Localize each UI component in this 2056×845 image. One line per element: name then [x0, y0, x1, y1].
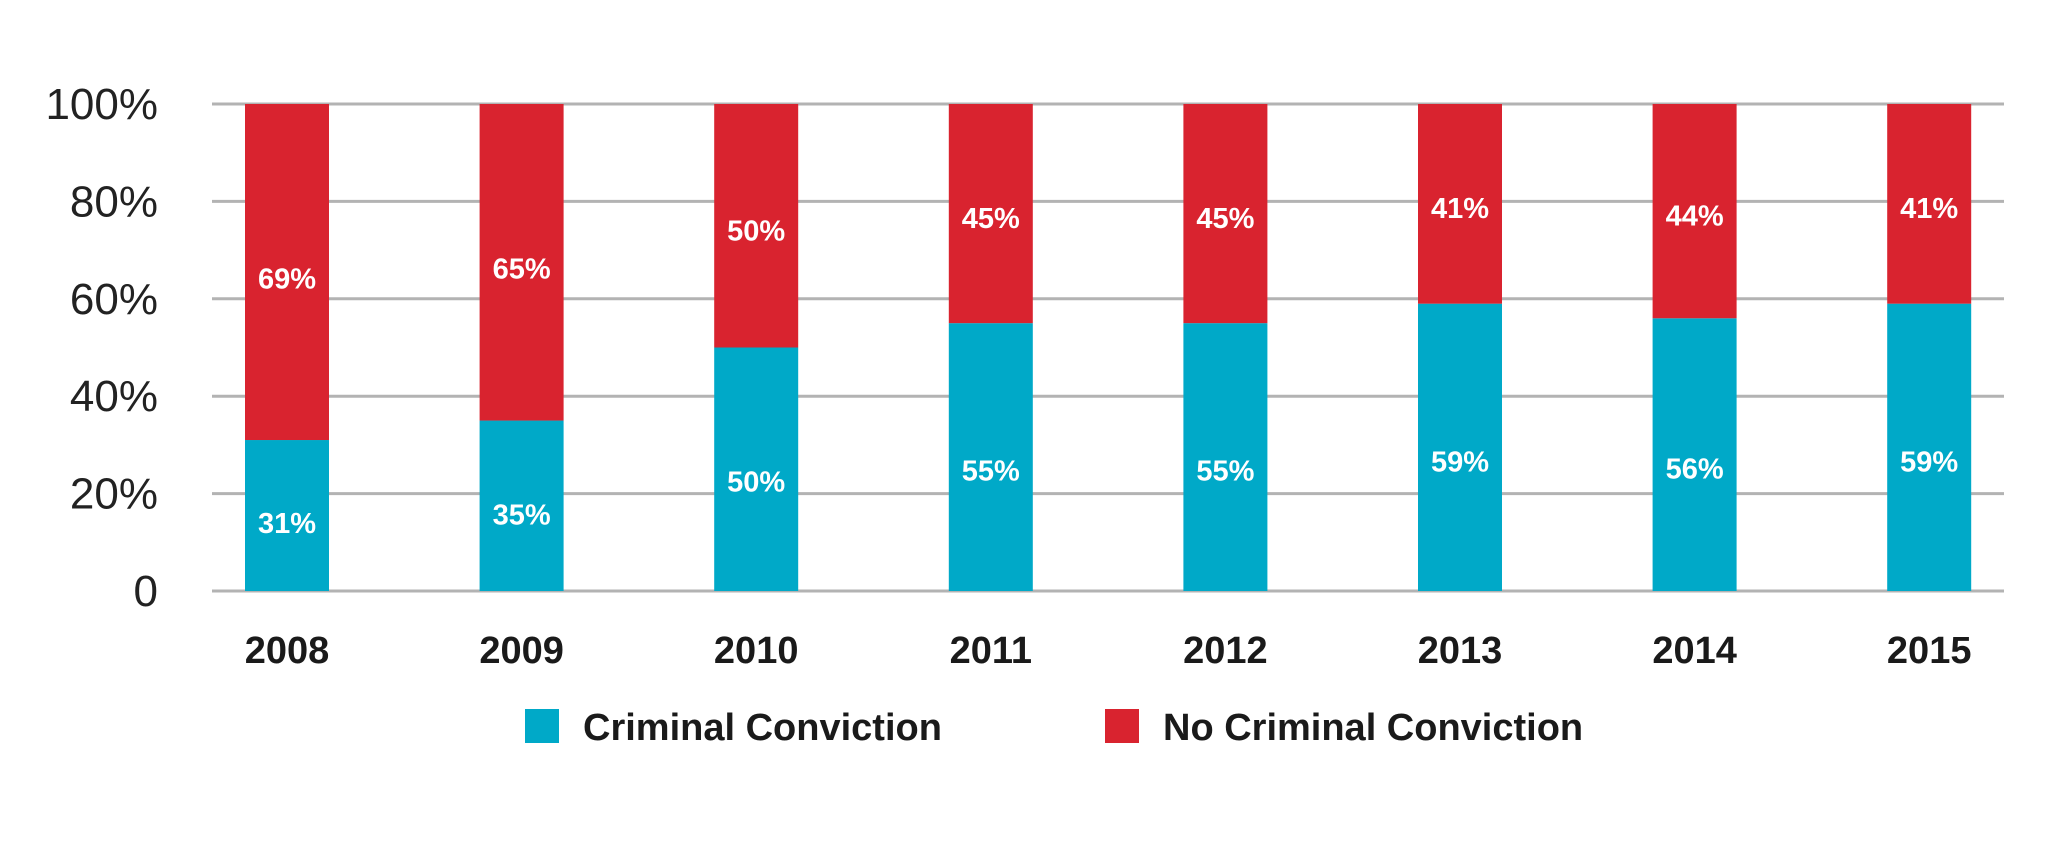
- bar-segment-criminal-conviction: [479, 420, 564, 591]
- y-tick-label: 80%: [70, 177, 158, 226]
- y-tick-label: 20%: [70, 470, 158, 519]
- y-tick-label: 100%: [45, 80, 158, 129]
- y-tick-label: 60%: [70, 275, 158, 324]
- x-axis-ticks: 2008 2009 2010 2011 2012 2013 2014 2015: [245, 630, 1972, 672]
- y-axis-ticks: 0 20% 40% 60% 80% 100%: [45, 80, 158, 616]
- data-label: 45%: [962, 203, 1020, 235]
- x-tick-label: 2015: [1887, 630, 1972, 672]
- bar-segment-criminal-conviction: [714, 347, 799, 591]
- data-label: 50%: [727, 466, 785, 498]
- data-label: 45%: [1196, 203, 1254, 235]
- bar-segment-criminal-conviction: [1418, 303, 1502, 591]
- bar-segment-criminal-conviction: [245, 440, 329, 591]
- bar-segment-no-criminal-conviction: [1183, 104, 1268, 324]
- data-label: 65%: [493, 254, 551, 286]
- data-label: 69%: [258, 264, 316, 296]
- data-label: 41%: [1431, 193, 1489, 225]
- x-tick-label: 2011: [950, 630, 1032, 672]
- x-tick-label: 2008: [245, 630, 330, 672]
- data-label: 59%: [1900, 447, 1958, 479]
- x-tick-label: 2012: [1183, 630, 1268, 672]
- bar-segment-no-criminal-conviction: [479, 104, 564, 421]
- legend-swatch: [525, 709, 559, 743]
- bar-segment-no-criminal-conviction: [948, 104, 1033, 324]
- bar-segment-no-criminal-conviction: [245, 104, 329, 441]
- legend: Criminal Conviction No Criminal Convictio…: [525, 707, 1583, 749]
- legend-label: No Criminal Conviction: [1163, 707, 1583, 749]
- data-label: 59%: [1431, 447, 1489, 479]
- data-label: 35%: [493, 499, 551, 531]
- x-tick-label: 2010: [714, 630, 799, 672]
- bar-segment-criminal-conviction: [1183, 323, 1268, 591]
- data-label: 55%: [962, 455, 1020, 487]
- x-tick-label: 2014: [1652, 630, 1737, 672]
- bar-segment-criminal-conviction: [1652, 318, 1737, 591]
- legend-label: Criminal Conviction: [583, 707, 942, 749]
- data-label: 41%: [1900, 193, 1958, 225]
- data-label: 44%: [1666, 200, 1724, 232]
- y-tick-label: 40%: [70, 372, 158, 421]
- data-label: 31%: [258, 508, 316, 540]
- bar-segment-no-criminal-conviction: [1652, 104, 1737, 319]
- bar-segment-no-criminal-conviction: [714, 104, 799, 348]
- x-tick-label: 2009: [479, 630, 564, 672]
- bars: 31% 69% 35% 65% 50% 50% 55% 45% 55% 45% 59% 41% 56% 4…: [245, 104, 1972, 591]
- bar-segment-criminal-conviction: [1887, 303, 1972, 591]
- bar-segment-no-criminal-conviction: [1887, 104, 1972, 304]
- x-tick-label: 2013: [1418, 630, 1503, 672]
- data-label: 50%: [727, 216, 785, 248]
- data-label: 56%: [1666, 453, 1724, 485]
- bar-segment-criminal-conviction: [948, 323, 1033, 591]
- bar-segment-no-criminal-conviction: [1418, 104, 1502, 304]
- legend-swatch: [1105, 709, 1139, 743]
- data-label: 55%: [1196, 455, 1254, 487]
- y-tick-label: 0: [134, 567, 158, 616]
